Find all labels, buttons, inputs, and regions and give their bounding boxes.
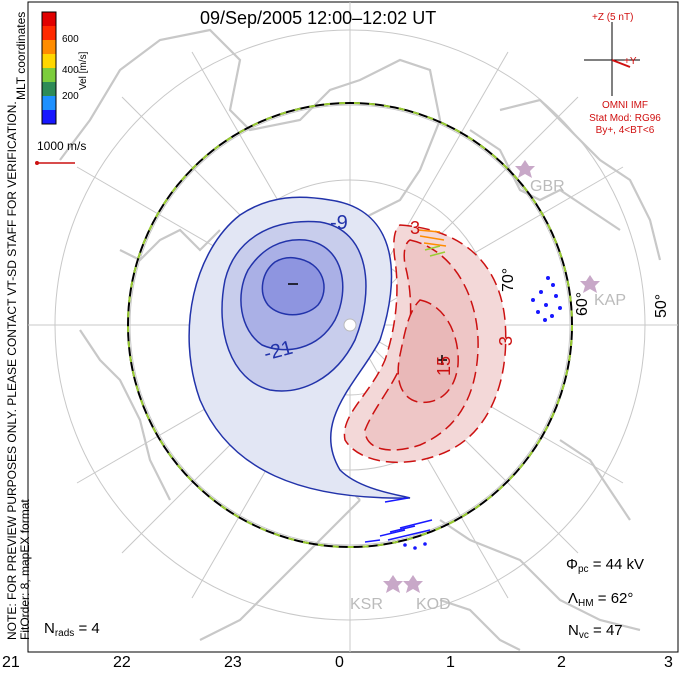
mlt-tick-label: 22: [113, 654, 131, 671]
nvc-value: = 47: [593, 622, 623, 639]
phi-subscript: pc: [577, 564, 589, 575]
contour-label-pos-outer: 3: [410, 218, 421, 238]
colorbar-swatch: [42, 12, 56, 26]
positive-cell: [343, 224, 507, 464]
colorbar-swatch: [42, 40, 56, 54]
radar-label-gbr: GBR: [530, 178, 565, 195]
latitude-label-50: 50°: [653, 293, 670, 318]
latitude-label-70: 70°: [500, 267, 517, 292]
lambda-symbol: Λ: [568, 590, 579, 607]
velocity-vectors: [364, 229, 562, 550]
imf-clock: [584, 22, 640, 96]
coordinate-system: MLT coordinates: [14, 11, 28, 100]
radar-label-ksr: KSR: [350, 596, 383, 613]
colorbar-tick-600: 600: [62, 34, 79, 45]
contour-label-neg-outer: -9: [330, 212, 348, 234]
colorbar-label: Vel [m/s]: [78, 51, 89, 90]
plot-frame: [27, 1, 679, 653]
colorbar-swatch: [42, 26, 56, 40]
radar-label-kap: KAP: [594, 292, 627, 309]
pole-marker: [343, 318, 357, 332]
nrads-symbol: N: [44, 620, 55, 637]
colorbar-tick-400: 400: [62, 65, 79, 76]
mlt-tick-label: 0: [335, 654, 344, 671]
contour-label-pos-inner: 15: [434, 355, 454, 376]
imf-model: Stat Mod: RG96: [589, 113, 661, 124]
colorbar-swatch: [42, 110, 56, 124]
imf-z-label: +Z (5 nT): [592, 12, 634, 23]
phi-value: = 44 kV: [592, 556, 644, 573]
lambda-subscript: HM: [578, 598, 594, 609]
negative-cell: [188, 196, 411, 499]
reference-vector-label: 1000 m/s: [37, 139, 87, 153]
colorbar-swatch: [42, 82, 56, 96]
contour-label-pos-mid: 3: [496, 335, 516, 346]
nvc-subscript: vc: [578, 630, 589, 641]
nvc-symbol: N: [568, 622, 579, 639]
imf-source: OMNI IMF: [601, 100, 649, 111]
phi-symbol: Φ: [566, 556, 578, 573]
colorbar-swatch: [42, 68, 56, 82]
hm-latitude: ΛHM = 62°: [568, 590, 633, 609]
nrads-subscript: rads: [54, 628, 75, 639]
mlt-tick-label: 3: [664, 654, 673, 671]
latitude-label-60: 60°: [574, 291, 591, 316]
vector-count: Nvc = 47: [568, 622, 623, 641]
hm-boundary-green: [127, 102, 573, 548]
velocity-colorbar: [41, 11, 57, 125]
cross-polar-potential: Φpc = 44 kV: [566, 556, 644, 575]
mlt-tick-label: 1: [446, 654, 455, 671]
page-title: 09/Sep/2005 12:00–12:02 UT: [200, 8, 437, 28]
mlt-tick-label: 21: [2, 654, 20, 671]
colorbar-swatch: [42, 54, 56, 68]
mlt-tick-label: 23: [224, 654, 242, 671]
nrads-value: = 4: [78, 620, 100, 637]
imf-model-params: By+, 4<BT<6: [595, 125, 655, 136]
radar-count: Nrads = 4: [44, 620, 100, 639]
mlt-tick-label: 2: [557, 654, 566, 671]
lambda-value: = 62°: [597, 590, 634, 607]
colorbar-swatch: [42, 96, 56, 110]
radar-sites: [383, 160, 600, 593]
colorbar-frame: [41, 11, 57, 125]
radar-label-kod: KOD: [416, 596, 451, 613]
colorbar-tick-200: 200: [62, 91, 79, 102]
imf-y-label: +Y: [624, 56, 637, 67]
